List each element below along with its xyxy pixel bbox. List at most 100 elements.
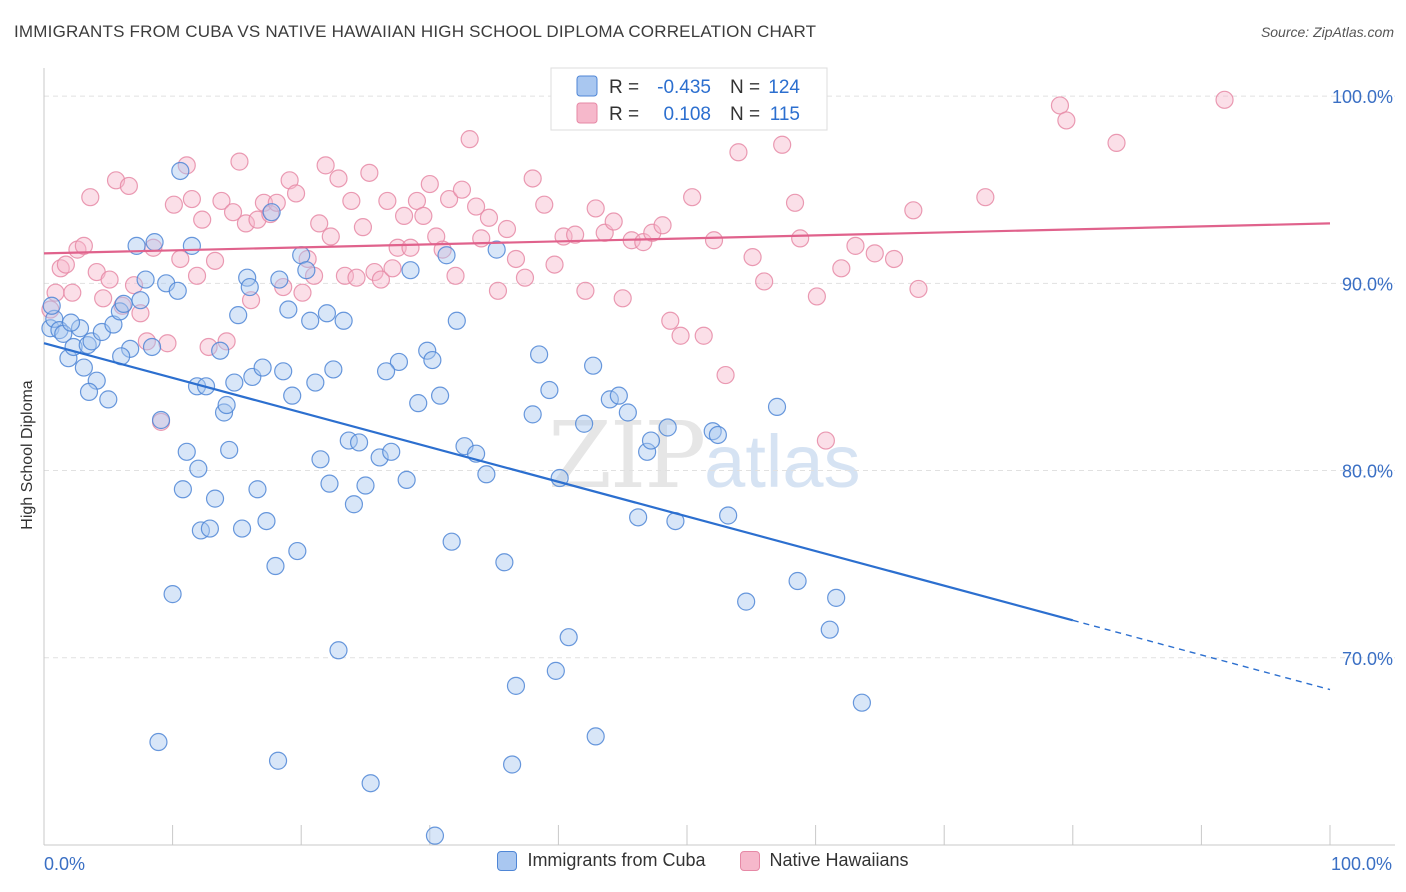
cuba-point xyxy=(376,362,396,381)
cuba-point xyxy=(320,474,339,493)
hawaii-point xyxy=(452,180,472,199)
cuba-point xyxy=(719,506,738,525)
hawaii-point xyxy=(63,283,82,302)
cuba-point xyxy=(344,495,364,514)
hawaii-point xyxy=(643,223,662,242)
cuba-point xyxy=(142,337,162,357)
hawaii-point xyxy=(832,259,851,278)
cuba-point xyxy=(61,313,81,332)
hawaii-point xyxy=(755,272,774,291)
hawaii-point xyxy=(604,212,623,231)
hawaii-point xyxy=(523,169,542,188)
legend-r-label-hawaii: R = xyxy=(609,104,639,125)
hawaii-point xyxy=(217,332,236,351)
legend-n-label-cuba: N = xyxy=(730,77,760,98)
cuba-point xyxy=(523,405,542,424)
cuba-point xyxy=(329,641,348,660)
hawaii-point xyxy=(506,249,526,269)
hawaii-point xyxy=(267,193,286,212)
hawaii-point xyxy=(230,152,249,171)
hawaii-point xyxy=(683,188,702,207)
watermark-atlas: atlas xyxy=(704,420,861,503)
cuba-point xyxy=(708,425,727,445)
cuba-point xyxy=(229,306,248,325)
cuba-point xyxy=(356,476,375,495)
hawaii-point xyxy=(286,184,306,203)
legend-r-value-hawaii: 0.108 xyxy=(663,104,711,125)
cuba-point xyxy=(149,732,168,752)
cuba-point xyxy=(638,442,657,461)
cuba-point xyxy=(401,261,420,280)
hawaii-point xyxy=(785,193,805,212)
hawaii-point xyxy=(566,225,585,244)
cuba-point xyxy=(151,410,171,430)
x-tick-label-max: 100.0% xyxy=(1331,854,1392,874)
cuba-point xyxy=(852,693,871,712)
hawaii-point xyxy=(704,231,724,250)
hawaii-point xyxy=(371,270,391,289)
series-immigrants-from-cuba xyxy=(41,161,871,845)
cuba-point xyxy=(618,403,637,422)
hawaii-point xyxy=(241,291,261,310)
hawaii-point xyxy=(171,249,190,269)
trend-lines xyxy=(43,222,1331,691)
cuba-point xyxy=(506,676,526,695)
hawaii-point xyxy=(466,197,486,216)
cuba-point xyxy=(191,521,210,540)
legend-r-label-cuba: R = xyxy=(609,77,639,98)
cuba-point xyxy=(211,341,230,360)
cuba-point xyxy=(641,431,661,450)
hawaii-point xyxy=(488,281,508,300)
hawaii-point xyxy=(335,266,355,285)
bottom-legend-item-cuba: Immigrants from Cuba xyxy=(497,850,706,871)
cuba-point xyxy=(409,394,428,413)
cuba-point xyxy=(200,519,219,538)
hawaii-point xyxy=(586,199,605,218)
y-axis-title: High School Diploma xyxy=(19,380,36,530)
trend-line-cuba-extension xyxy=(1072,619,1331,691)
series-native-hawaiians xyxy=(41,90,1234,450)
cuba-point xyxy=(767,397,787,416)
cuba-point xyxy=(827,588,846,607)
cuba-point xyxy=(257,511,276,531)
hawaii-point xyxy=(694,326,713,345)
hawaii-point xyxy=(321,227,340,246)
hawaii-point xyxy=(909,279,928,299)
cuba-point xyxy=(42,296,61,315)
hawaii-point xyxy=(353,218,373,237)
cuba-point xyxy=(177,442,196,461)
cuba-point xyxy=(240,277,259,297)
cuba-point xyxy=(361,774,380,793)
cuba-point xyxy=(131,291,150,310)
hawaii-point xyxy=(280,171,299,190)
cuba-point xyxy=(559,628,578,647)
cuba-point xyxy=(447,311,466,330)
hawaii-point xyxy=(661,311,680,330)
hawaii-point xyxy=(420,174,439,194)
bottom-legend-swatch-cuba xyxy=(497,850,518,871)
cuba-point xyxy=(609,386,628,405)
hawaii-point xyxy=(293,283,312,302)
y-tick-label-1: 90.0% xyxy=(1342,274,1393,294)
hawaii-point xyxy=(535,195,554,214)
cuba-point xyxy=(189,459,208,478)
legend-n-value-hawaii: 115 xyxy=(770,104,800,125)
cuba-point xyxy=(503,755,522,774)
cuba-point xyxy=(317,304,337,323)
hawaii-point xyxy=(773,135,792,154)
hawaii-point xyxy=(342,191,361,211)
cuba-point xyxy=(629,508,648,527)
cuba-point xyxy=(168,281,187,300)
legend-n-label-hawaii: N = xyxy=(730,104,760,125)
cuba-point xyxy=(324,360,343,379)
bottom-legend: Immigrants from Cuba Native Hawaiians xyxy=(0,850,1406,871)
cuba-point xyxy=(306,373,325,392)
hawaii-point xyxy=(158,334,177,353)
cuba-point xyxy=(70,319,90,338)
hawaii-point xyxy=(205,251,225,270)
hawaii-point xyxy=(360,163,379,182)
cuba-point xyxy=(495,553,514,572)
cuba-point xyxy=(114,294,133,314)
hawaii-point xyxy=(743,248,762,267)
